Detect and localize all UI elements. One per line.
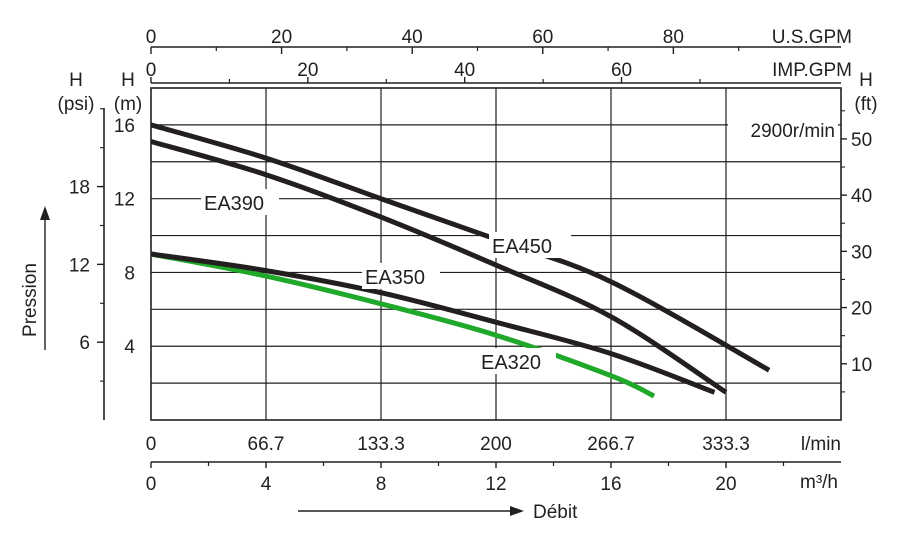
series-label-ea320-bg [478, 348, 556, 374]
right-axis-ft-ticks: 10 20 30 40 50 [841, 110, 872, 393]
pressure-arrow-head [40, 206, 50, 220]
curves [150, 122, 771, 399]
series-label-ea320: EA320 [478, 348, 556, 374]
series-label-ea350: EA350 [362, 263, 440, 289]
top-axis-impgpm-tick-label: 40 [454, 60, 475, 81]
right-axis-ft-tick-label: 30 [851, 242, 872, 263]
right-axis-ft-tick-label: 50 [851, 130, 872, 151]
psi-label-h: H [69, 70, 83, 91]
top-axis-impgpm-tick-label: 0 [146, 60, 157, 81]
bottom-axis-m3h-tick-label: 20 [715, 474, 736, 495]
psi-label-unit: (psi) [58, 94, 95, 115]
m-label-unit: (m) [114, 94, 142, 115]
top-axis-usgpm-ticks: 0 20 40 60 80 [146, 27, 740, 54]
series-label-ea350-text: EA350 [365, 267, 425, 289]
series-label-ea450: EA450 [489, 232, 571, 258]
bottom-axis-m3h-unit: m³/h [800, 472, 838, 493]
series-label-ea350-bg [362, 263, 440, 289]
top-axis-impgpm-tick-label: 20 [297, 60, 318, 81]
left-axis-m-ticks: 4 8 12 16 [114, 116, 136, 358]
top-axis-usgpm-tick-label: 0 [146, 27, 157, 48]
right-axis-ft-tick-label: 10 [851, 355, 872, 376]
bottom-axis-m3h-ticks: 0 4 8 12 16 20 [146, 462, 785, 495]
left-axis-psi-tick-label: 18 [69, 178, 90, 199]
top-axis-impgpm-tick-label: 60 [611, 60, 632, 81]
left-axis-psi-tick-label: 6 [79, 333, 90, 354]
left-axis-m-tick-label: 4 [124, 337, 135, 358]
top-axis-impgpm-ticks: 0 20 40 60 [146, 60, 701, 83]
bottom-axis-m3h-tick-label: 8 [376, 474, 387, 495]
pressure-label: Pression [20, 263, 41, 337]
bottom-axis-lmin-unit: l/min [801, 434, 841, 455]
left-axis-m-tick-label: 16 [114, 116, 135, 137]
m-label-h: H [121, 70, 135, 91]
speed-note: 2900r/min [728, 116, 838, 142]
top-axis-impgpm-unit: IMP.GPM [772, 60, 852, 81]
bottom-axis-m3h-tick-label: 12 [485, 474, 506, 495]
bottom-axis-m3h-tick-label: 4 [261, 474, 272, 495]
ft-label-unit: (ft) [854, 94, 877, 115]
bottom-axis-m3h-tick-label: 16 [600, 474, 621, 495]
flow-arrow-head [510, 506, 524, 516]
speed-note-bg [728, 116, 838, 142]
series-line-ea350 [150, 251, 716, 395]
bottom-axis-lmin-tick-label: 133.3 [357, 434, 405, 455]
series-line-ea450 [150, 122, 771, 373]
top-axis-usgpm-tick-label: 80 [663, 27, 684, 48]
right-axis-ft-tick-label: 40 [851, 186, 872, 207]
series-label-ea450-bg [489, 232, 571, 258]
series-line-ea390 [150, 139, 728, 395]
bottom-axis-lmin-tick-label: 266.7 [587, 434, 635, 455]
top-axis-usgpm-tick-label: 60 [532, 27, 553, 48]
series-label-ea390-bg [201, 189, 279, 215]
ft-label-h: H [859, 70, 873, 91]
left-axis-m-tick-label: 8 [124, 263, 135, 284]
flow-label: Débit [533, 502, 578, 523]
top-axis-usgpm-tick-label: 40 [402, 27, 423, 48]
bottom-axis-lmin-ticks: 0 66.7 133.3 200 266.7 333.3 [146, 434, 750, 455]
series-label-ea390-text: EA390 [204, 193, 264, 215]
series-label-ea390: EA390 [201, 189, 279, 215]
left-axis-psi-tick-label: 12 [69, 255, 90, 276]
bottom-axis-m3h-tick-label: 0 [146, 474, 157, 495]
pressure-axis-title: Pression [20, 206, 50, 350]
right-axis-ft-tick-label: 20 [851, 299, 872, 320]
left-axis-m-tick-label: 12 [114, 190, 135, 211]
grid [151, 88, 841, 420]
speed-note-text: 2900r/min [751, 121, 836, 142]
left-axis-psi-ticks: 6 12 18 [69, 108, 104, 382]
series-label-ea320-text: EA320 [481, 352, 541, 374]
series-label-ea450-text: EA450 [492, 236, 552, 258]
bottom-axis-lmin-tick-label: 200 [480, 434, 512, 455]
flow-axis-title: Débit [298, 502, 578, 523]
bottom-axis-lmin-tick-label: 66.7 [248, 434, 285, 455]
top-axis-usgpm-tick-label: 20 [271, 27, 292, 48]
bottom-axis-lmin-tick-label: 333.3 [702, 434, 750, 455]
top-axis-usgpm-unit: U.S.GPM [772, 27, 852, 48]
bottom-axis-lmin-tick-label: 0 [146, 434, 157, 455]
series-line-ea320 [150, 251, 656, 399]
